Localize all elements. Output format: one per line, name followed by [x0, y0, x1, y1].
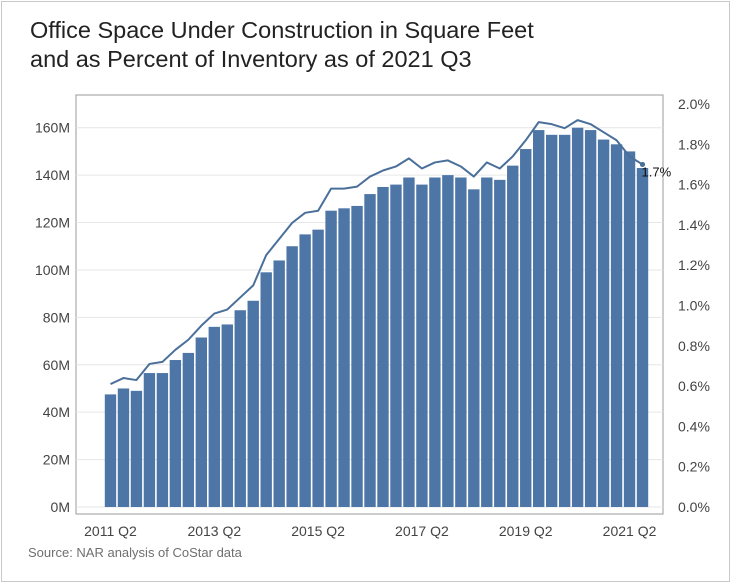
bar	[520, 149, 532, 508]
bar	[338, 208, 350, 507]
bar	[558, 134, 571, 507]
bar	[351, 205, 363, 507]
bar	[325, 210, 337, 507]
bar	[390, 184, 402, 507]
y2-tick-label: 0.8%	[678, 338, 710, 354]
bar	[584, 130, 597, 507]
bar	[299, 234, 311, 507]
x-tick-label: 2021 Q2	[603, 523, 657, 539]
bar	[403, 177, 415, 508]
bar	[468, 189, 480, 507]
y2-tick-label: 2.0%	[678, 96, 710, 112]
line-end-label: 1.7%	[642, 164, 672, 179]
bar	[182, 352, 195, 507]
bar	[156, 373, 169, 507]
x-tick-label: 2013 Q2	[187, 523, 241, 539]
bar	[597, 139, 610, 507]
x-tick-label: 2011 Q2	[84, 523, 137, 539]
y2-tick-label: 0.6%	[678, 378, 710, 394]
y-tick-label: 140M	[35, 167, 70, 183]
bar	[286, 246, 298, 508]
line-end-marker	[639, 161, 646, 168]
y2-tick-label: 0.2%	[678, 459, 710, 475]
bar	[169, 360, 182, 507]
y-tick-label: 100M	[35, 262, 70, 278]
y2-tick-label: 1.2%	[678, 257, 710, 273]
y2-tick-label: 0.4%	[678, 418, 710, 434]
y-tick-label: 0M	[51, 499, 70, 515]
bar	[533, 130, 545, 507]
bar	[429, 177, 441, 508]
y2-tick-label: 0.0%	[678, 499, 710, 515]
bar	[208, 326, 220, 507]
bar	[143, 373, 156, 507]
y2-tick-label: 1.8%	[678, 136, 710, 152]
y-tick-label: 40M	[43, 404, 70, 420]
bar	[273, 260, 285, 507]
y-tick-label: 20M	[43, 452, 70, 468]
bar	[442, 175, 454, 507]
bar	[117, 388, 130, 507]
bar	[571, 127, 584, 508]
bar	[104, 394, 117, 507]
y-tick-label: 80M	[43, 309, 70, 325]
bar	[377, 186, 389, 507]
y2-tick-label: 1.6%	[678, 177, 710, 193]
bar	[130, 390, 143, 507]
bar	[623, 151, 636, 507]
chart-title-line-2: and as Percent of Inventory as of 2021 Q…	[30, 46, 472, 72]
bar	[364, 194, 376, 507]
bar	[195, 337, 208, 507]
series-line-percent	[110, 119, 644, 385]
chart-title-line-1: Office Space Under Construction in Squar…	[30, 17, 534, 43]
bar	[455, 177, 467, 508]
bar	[545, 134, 558, 507]
x-tick-label: 2017 Q2	[395, 523, 449, 539]
bar	[416, 184, 428, 507]
bar	[507, 165, 519, 507]
bar	[247, 300, 259, 507]
x-tick-label: 2019 Q2	[499, 523, 553, 539]
chart-title: Office Space Under Construction in Squar…	[30, 16, 534, 74]
bar	[234, 310, 246, 507]
bar	[636, 168, 649, 507]
source-note: Source: NAR analysis of CoStar data	[28, 545, 242, 560]
bar	[312, 229, 324, 507]
x-tick-label: 2015 Q2	[291, 523, 345, 539]
y2-tick-label: 1.4%	[678, 217, 710, 233]
bar	[260, 272, 272, 507]
bar	[221, 324, 233, 507]
y-tick-label: 160M	[35, 120, 70, 136]
bar	[494, 179, 506, 508]
bar	[610, 144, 623, 508]
bar	[481, 177, 493, 508]
y-tick-label: 120M	[35, 215, 70, 231]
plot-area-border	[75, 94, 664, 515]
y2-tick-label: 1.0%	[678, 298, 710, 314]
y-tick-label: 60M	[43, 357, 70, 373]
